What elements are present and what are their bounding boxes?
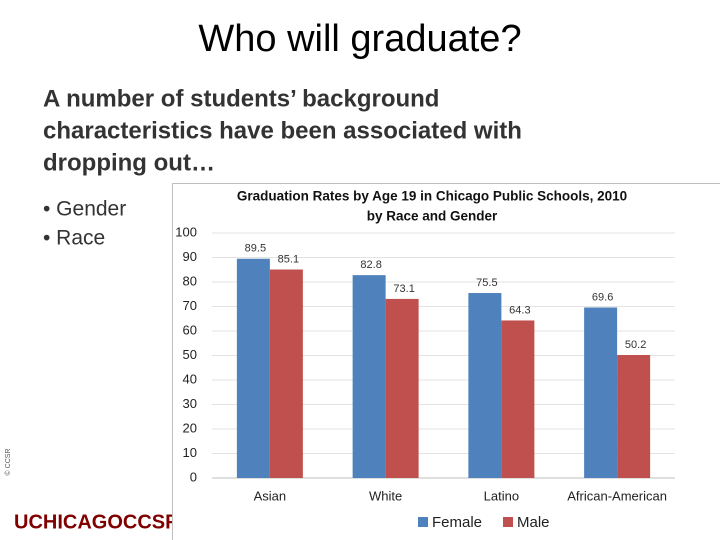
bar xyxy=(352,275,386,478)
bar xyxy=(269,269,303,478)
x-tick-label: White xyxy=(369,488,402,503)
value-label: 50.2 xyxy=(625,339,646,351)
copyright: © CCSR xyxy=(4,449,12,476)
lead-line: A number of students’ background xyxy=(43,85,439,112)
y-tick-label: 40 xyxy=(183,371,197,386)
legend-label: Male xyxy=(517,514,550,531)
y-tick-label: 100 xyxy=(175,224,197,239)
bar xyxy=(501,320,535,478)
y-tick-label: 80 xyxy=(183,273,197,288)
bar xyxy=(385,298,419,478)
y-tick-label: 30 xyxy=(183,396,197,411)
slide-title: Who will graduate? xyxy=(198,18,521,60)
x-tick-label: Asian xyxy=(254,488,287,503)
y-tick-label: 10 xyxy=(183,445,197,460)
y-tick-label: 60 xyxy=(183,322,197,337)
value-label: 75.5 xyxy=(476,277,497,289)
chart-title: Graduation Rates by Age 19 in Chicago Pu… xyxy=(237,189,627,204)
y-tick-label: 20 xyxy=(183,420,197,435)
bullet: • Gender xyxy=(43,198,126,221)
bullet: • Race xyxy=(43,227,105,250)
bar xyxy=(236,258,270,478)
x-tick-label: Latino xyxy=(484,488,519,503)
legend-swatch xyxy=(503,517,513,527)
legend-swatch xyxy=(418,517,428,527)
value-label: 64.3 xyxy=(509,304,530,316)
value-label: 85.1 xyxy=(278,253,299,265)
value-label: 69.6 xyxy=(592,291,613,303)
plot: 0 10 20 30 40 50 60 70 80 90 100 Asian 89.5 85.1 White… xyxy=(175,224,675,531)
value-label: 73.1 xyxy=(393,283,414,295)
value-label: 82.8 xyxy=(360,259,381,271)
lead-line: dropping out… xyxy=(43,149,215,176)
legend-label: Female xyxy=(432,514,482,531)
y-tick-label: 0 xyxy=(190,469,197,484)
y-tick-label: 50 xyxy=(183,347,197,362)
bar xyxy=(468,293,502,478)
y-tick-label: 90 xyxy=(183,249,197,264)
logo: UCHICAGOCCSR xyxy=(14,511,180,533)
x-tick-label: African-American xyxy=(567,488,667,503)
bar xyxy=(617,355,651,478)
chart-title: by Race and Gender xyxy=(367,209,498,224)
value-label: 89.5 xyxy=(245,243,266,255)
lead-line: characteristics have been associated wit… xyxy=(43,117,522,144)
bar xyxy=(584,307,618,478)
y-tick-label: 70 xyxy=(183,298,197,313)
